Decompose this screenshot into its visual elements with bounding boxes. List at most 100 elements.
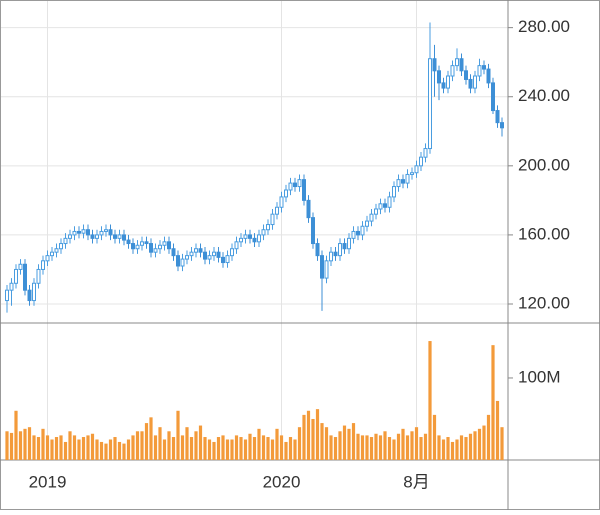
volume-bar bbox=[369, 437, 374, 460]
volume-bar bbox=[257, 428, 261, 460]
volume-bar bbox=[482, 425, 486, 460]
candle-body bbox=[288, 182, 293, 191]
candle-body bbox=[108, 229, 113, 236]
volume-bar bbox=[396, 433, 401, 460]
volume-bar bbox=[261, 435, 266, 460]
volume-bar bbox=[18, 431, 23, 460]
volume-bar bbox=[9, 432, 14, 460]
volume-bar bbox=[342, 425, 347, 460]
volume-bar bbox=[414, 427, 419, 460]
volume-bar bbox=[68, 431, 72, 460]
candle-body bbox=[495, 110, 500, 124]
volume-bar bbox=[297, 427, 302, 460]
candle-body bbox=[423, 148, 428, 158]
candle-body bbox=[81, 229, 86, 234]
volume-bar bbox=[225, 439, 230, 460]
candle-body bbox=[225, 255, 230, 264]
candle-body bbox=[428, 58, 432, 150]
candle-body bbox=[167, 241, 171, 250]
volume-bar bbox=[59, 435, 63, 460]
volume-bar bbox=[194, 431, 198, 460]
volume-bar bbox=[144, 423, 149, 460]
candle-body bbox=[491, 82, 495, 112]
candle-body bbox=[95, 234, 99, 239]
volume-bar bbox=[131, 435, 135, 460]
volume-bar bbox=[329, 435, 333, 460]
volume-bar bbox=[311, 418, 315, 460]
candle-body bbox=[279, 196, 284, 208]
volume-bar bbox=[117, 441, 122, 460]
volume-bar bbox=[36, 437, 41, 460]
volume-bar bbox=[95, 439, 99, 460]
candle-body bbox=[459, 58, 464, 72]
candle-body bbox=[117, 234, 122, 239]
candle-body bbox=[149, 243, 153, 253]
volume-bar bbox=[428, 341, 432, 460]
candle-body bbox=[311, 217, 315, 245]
candle-body bbox=[122, 234, 126, 241]
candle-body bbox=[180, 258, 185, 267]
candle-body bbox=[270, 213, 275, 226]
candle-body bbox=[50, 251, 54, 257]
volume-bar bbox=[140, 431, 144, 460]
candle-body bbox=[315, 243, 320, 257]
candle-body bbox=[153, 248, 158, 253]
candle-body bbox=[252, 237, 257, 243]
volume-bar bbox=[441, 439, 446, 460]
volume-bar bbox=[351, 423, 356, 460]
candle-body bbox=[405, 173, 410, 184]
candle-body bbox=[176, 255, 180, 267]
candle-body bbox=[32, 282, 36, 302]
volume-bar bbox=[158, 427, 162, 460]
volume-bar bbox=[5, 431, 9, 460]
volume-bar bbox=[207, 439, 212, 460]
volume-bar bbox=[270, 439, 275, 460]
volume-bar bbox=[392, 439, 396, 460]
volume-bar bbox=[234, 435, 239, 460]
candle-body bbox=[36, 268, 41, 284]
candle-body bbox=[207, 255, 212, 260]
volume-bar bbox=[171, 437, 176, 460]
volume-bar bbox=[266, 437, 270, 460]
candle-body bbox=[401, 179, 405, 184]
volume-bar bbox=[387, 437, 392, 460]
volume-bar bbox=[500, 427, 504, 460]
candle-body bbox=[59, 243, 63, 250]
candle-body bbox=[234, 241, 239, 250]
volume-bar bbox=[383, 431, 387, 460]
candle-body bbox=[45, 255, 50, 262]
volume-bar bbox=[50, 439, 54, 460]
volume-bar bbox=[63, 441, 68, 460]
candle-body bbox=[194, 248, 198, 253]
candle-body bbox=[54, 248, 59, 253]
volume-bar bbox=[432, 414, 437, 460]
candle-body bbox=[5, 289, 9, 302]
volume-bar bbox=[302, 414, 306, 460]
x-tick-label: 8月 bbox=[403, 472, 429, 491]
volume-bar bbox=[464, 437, 468, 460]
candle-body bbox=[239, 237, 243, 243]
volume-bar bbox=[230, 439, 234, 460]
volume-bar bbox=[365, 435, 369, 460]
candle-body bbox=[140, 241, 144, 246]
volume-bar bbox=[45, 435, 50, 460]
candle-body bbox=[275, 206, 279, 215]
candle-body bbox=[77, 230, 81, 234]
volume-bar bbox=[72, 435, 77, 460]
volume-bar bbox=[135, 431, 140, 460]
volume-bar bbox=[239, 437, 243, 460]
candle-body bbox=[338, 243, 342, 257]
candle-body bbox=[99, 230, 104, 236]
candle-body bbox=[414, 165, 419, 174]
candle-body bbox=[324, 260, 329, 279]
volume-bar bbox=[347, 428, 351, 460]
volume-bar bbox=[189, 437, 194, 460]
volume-bar bbox=[180, 435, 185, 460]
volume-bar bbox=[248, 433, 252, 460]
candle-body bbox=[387, 196, 392, 208]
candle-body bbox=[86, 229, 90, 236]
volume-bar bbox=[315, 409, 320, 460]
candle-body bbox=[158, 244, 162, 250]
candle-body bbox=[216, 251, 221, 258]
candle-body bbox=[306, 199, 311, 219]
